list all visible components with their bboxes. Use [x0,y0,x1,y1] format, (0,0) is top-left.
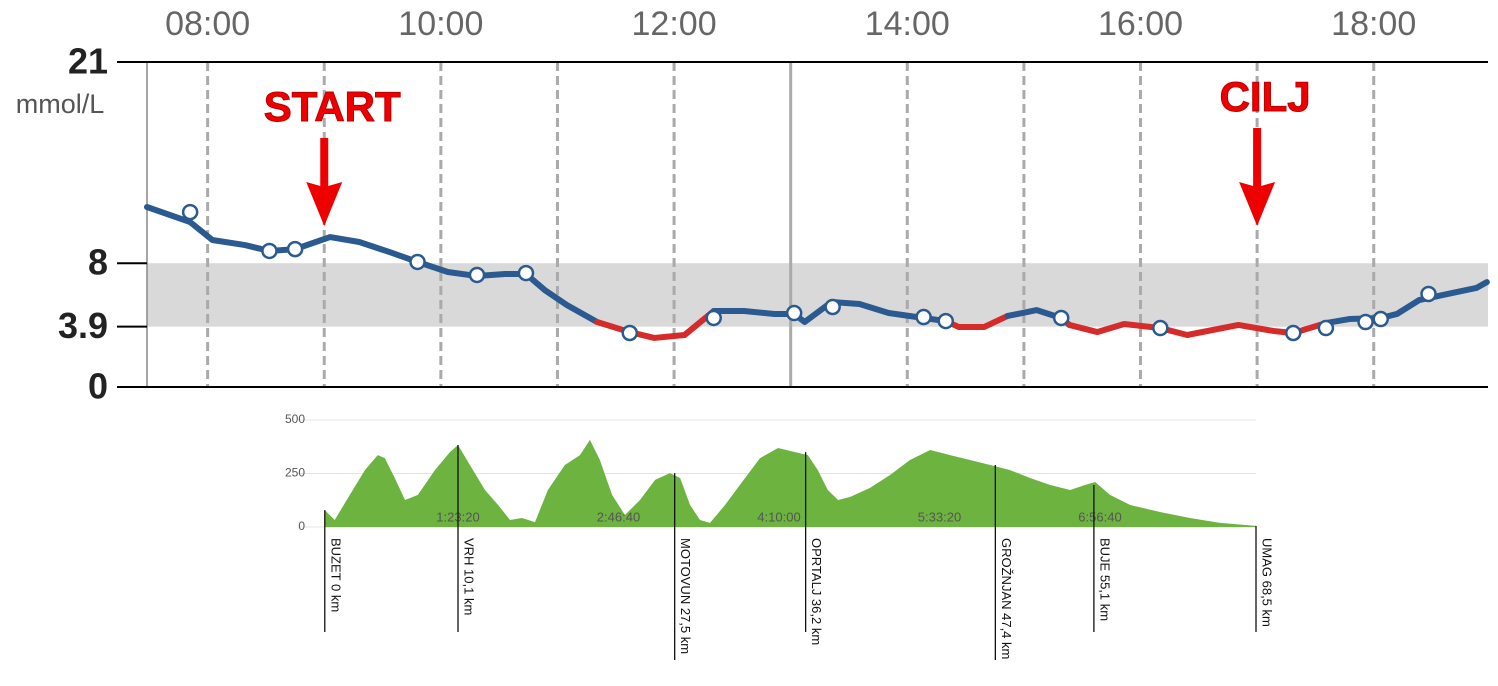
x-tick-label: 10:00 [398,5,483,43]
stop-label: GROŽNJAN 47,4 km [999,538,1014,659]
x-tick-label: 08:00 [165,5,250,43]
glucose-line [144,204,601,325]
x-tick-label: 4:10:00 [757,509,800,524]
reading-marker [1285,324,1302,342]
x-tick-label: 14:00 [865,5,950,43]
reading-marker [915,308,932,326]
y-tick-label: 250 [285,466,305,480]
reading-marker [937,312,955,330]
glucose-line [1322,279,1490,327]
stop-label: BUJE 55,1 km [1097,538,1112,621]
stop-label: OPRTALJ 36,2 km [809,538,824,645]
reading-marker [261,242,278,260]
x-tick-label: 5:33:20 [918,509,961,524]
reading-marker [1420,285,1437,303]
reading-marker [1052,309,1070,327]
reading-marker [1372,310,1389,328]
reading-marker [1357,313,1374,331]
reading-marker [409,253,426,271]
reading-marker [824,298,841,316]
y-tick-label: 500 [285,412,305,426]
x-tick-label: 16:00 [1098,5,1183,43]
glucose-line [710,299,949,325]
stop-label: BUZET 0 km [328,538,343,612]
elevation-area [324,439,1257,527]
y-tick-label: 0 [88,366,108,407]
target-band [147,263,1488,327]
annotation: CILJ [1220,73,1311,120]
annotation-arrow [306,138,343,226]
y-tick-label: 3.9 [58,305,108,346]
reading-marker [785,304,803,322]
stop-label: UMAG 68,5 km [1260,538,1275,627]
reading-marker [517,264,535,282]
reading-marker [468,266,486,284]
reading-marker [705,309,722,327]
stop-label: MOTOVUN 27,5 km [678,538,693,654]
annotation: START [264,83,401,130]
annotation-arrow [1239,128,1276,226]
y-tick-label: 8 [88,242,108,283]
reading-marker [1317,319,1335,337]
reading-marker [621,324,639,342]
reading-marker [181,203,199,221]
reading-marker [1152,319,1169,337]
reading-marker [286,240,304,258]
x-tick-label: 18:00 [1331,5,1416,43]
y-tick-label: 0 [298,519,305,533]
y-axis-unit: mmol/L [16,89,105,119]
x-tick-label: 2:46:40 [597,509,640,524]
y-tick-label: 21 [68,41,108,82]
stop-label: VRH 10,1 km [462,538,477,615]
glucose-line [594,308,717,341]
x-tick-label: 12:00 [632,5,717,43]
x-tick-label: 6:56:40 [1078,509,1121,524]
